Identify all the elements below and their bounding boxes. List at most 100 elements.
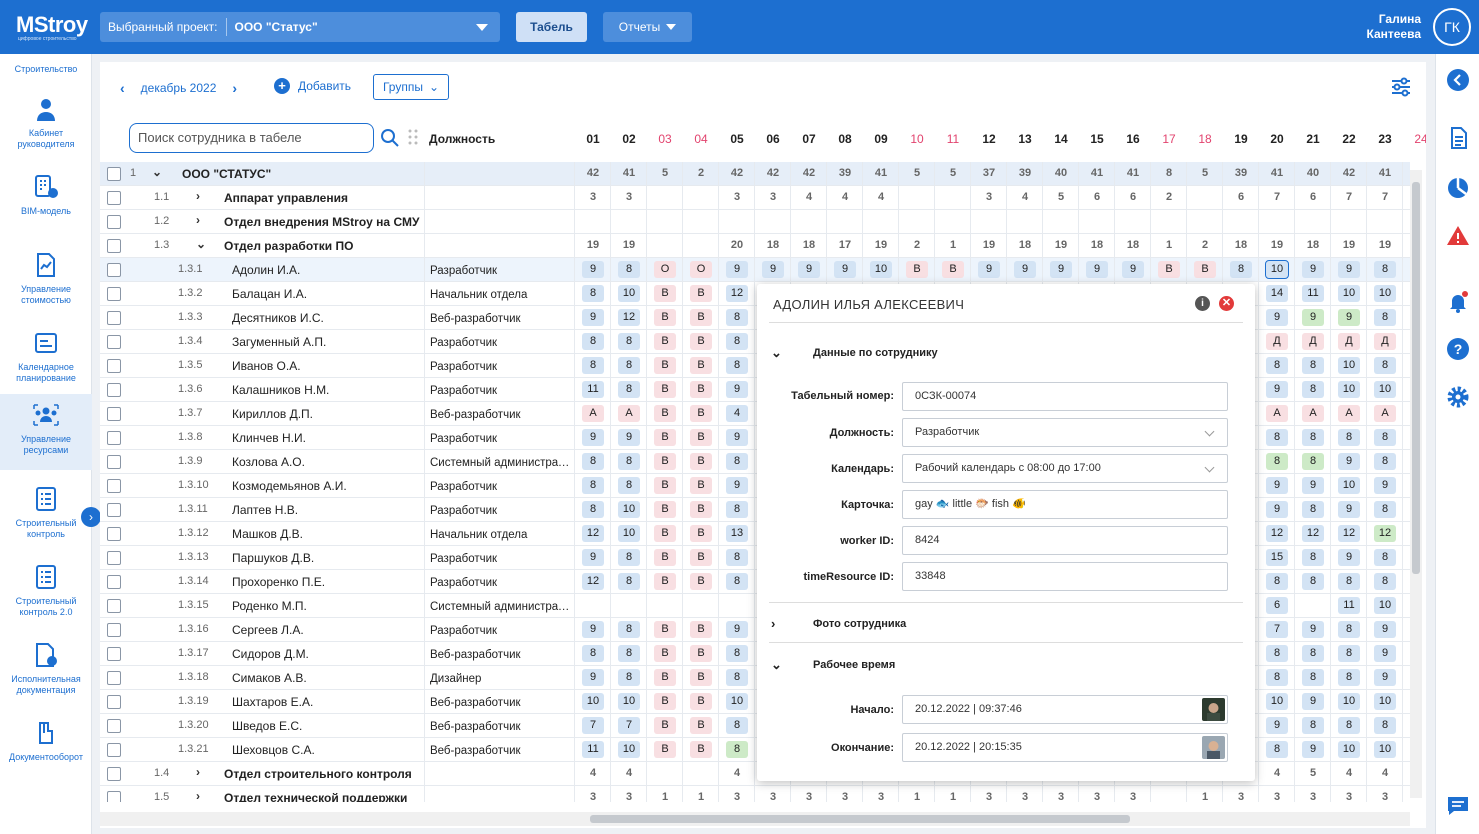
sidebar-item-9[interactable]: Документооборот	[0, 712, 92, 788]
day-cell[interactable]: 19	[1270, 239, 1284, 251]
day-cell[interactable]: 9	[582, 261, 604, 278]
day-cell[interactable]: 9	[582, 669, 604, 686]
day-cell[interactable]: 12	[582, 573, 604, 590]
sidebar-item-2[interactable]: BIM-модель	[0, 166, 92, 242]
day-cell[interactable]: Д	[1374, 333, 1396, 350]
day-cell[interactable]: 4	[1381, 767, 1389, 779]
row-name[interactable]: Балацан И.А.	[232, 287, 308, 301]
day-column-header[interactable]: 05	[730, 132, 744, 146]
day-cell[interactable]: 8	[582, 645, 604, 662]
bell-icon[interactable]	[1446, 290, 1470, 314]
day-cell[interactable]: 4	[1345, 767, 1353, 779]
row-checkbox[interactable]	[107, 167, 121, 181]
day-cell[interactable]: 11	[582, 741, 604, 758]
day-cell[interactable]: В	[942, 261, 964, 278]
sidebar-item-7[interactable]: Строительный контроль 2.0	[0, 556, 92, 632]
tabel-button[interactable]: Табель	[516, 12, 587, 42]
day-cell[interactable]: 8	[618, 477, 640, 494]
day-cell[interactable]: 2	[1165, 191, 1173, 203]
chevron-left-icon[interactable]: ‹	[120, 80, 125, 96]
sidebar-item-8[interactable]: Исполнительная документация	[0, 634, 92, 710]
day-cell[interactable]: В	[690, 381, 712, 398]
day-cell[interactable]: 10	[1338, 381, 1360, 398]
day-cell[interactable]: 39	[838, 167, 852, 179]
day-cell[interactable]: 41	[1270, 167, 1284, 179]
day-cell[interactable]: 9	[1266, 309, 1288, 326]
day-cell[interactable]: 8	[618, 261, 640, 278]
day-cell[interactable]: 10	[618, 525, 640, 542]
row-name[interactable]: Паршуков Д.В.	[232, 551, 315, 565]
day-column-header[interactable]: 23	[1378, 132, 1392, 146]
day-cell[interactable]: 13	[726, 525, 748, 542]
day-cell[interactable]: 10	[1266, 693, 1288, 710]
time-resource-id-field[interactable]: 33848	[902, 562, 1228, 591]
day-cell[interactable]: 3	[589, 791, 597, 802]
day-cell[interactable]: 8	[1338, 717, 1360, 734]
day-cell[interactable]: 7	[582, 717, 604, 734]
group-row[interactable]: 1.1 › Аппарат управления 3 3 3 3 4 4 4 3 4 5 6 6 2 6 7 6 7 7	[100, 186, 1410, 210]
sidebar-item-5[interactable]: Управление ресурсами	[0, 394, 92, 470]
day-cell[interactable]: 8	[582, 357, 604, 374]
day-cell[interactable]: 8	[726, 453, 748, 470]
row-checkbox[interactable]	[107, 287, 121, 301]
project-select[interactable]: Выбранный проект: ООО "Статус"	[100, 12, 500, 42]
day-cell[interactable]: 10	[1374, 741, 1396, 758]
employee-row[interactable]: 1.3.10 Козмодемьянов А.И. Разработчик 8 8 В В 9…	[100, 474, 1410, 498]
day-cell[interactable]: В	[690, 501, 712, 518]
row-checkbox[interactable]	[107, 455, 121, 469]
day-cell[interactable]: 10	[582, 693, 604, 710]
day-cell[interactable]: 12	[618, 309, 640, 326]
day-cell[interactable]: В	[654, 381, 676, 398]
row-name[interactable]: Шведов Е.С.	[232, 719, 303, 733]
section-employee-data[interactable]: ⌄ Данные по сотруднику	[771, 345, 938, 360]
row-name[interactable]: Симаков А.В.	[232, 671, 307, 685]
day-cell[interactable]: 18	[802, 239, 816, 251]
employee-row[interactable]: 1.3.21 Шеховцов С.А. Веб-разработчик 11 10 В В…	[100, 738, 1410, 762]
day-column-header[interactable]: 21	[1306, 132, 1320, 146]
row-checkbox[interactable]	[107, 263, 121, 277]
day-cell[interactable]: 9	[1014, 261, 1036, 278]
day-cell[interactable]: 39	[1234, 167, 1248, 179]
day-cell[interactable]: 8	[726, 357, 748, 374]
day-column-header[interactable]: 12	[982, 132, 996, 146]
day-cell[interactable]: 4	[726, 405, 748, 422]
day-column-header[interactable]: 24	[1414, 132, 1426, 146]
day-column-header[interactable]: 16	[1126, 132, 1140, 146]
day-cell[interactable]: 8	[1302, 717, 1324, 734]
day-cell[interactable]: 8	[1266, 357, 1288, 374]
day-cell[interactable]: 4	[1021, 191, 1029, 203]
employee-row[interactable]: 1.3.15 Роденко М.П. Системный администрато…	[100, 594, 1410, 618]
day-column-header[interactable]: 04	[694, 132, 708, 146]
day-cell[interactable]: 12	[1374, 525, 1396, 542]
day-cell[interactable]: 8	[1266, 645, 1288, 662]
day-cell[interactable]: 10	[618, 693, 640, 710]
day-cell[interactable]: 42	[586, 167, 600, 179]
day-cell[interactable]: 1	[697, 791, 705, 802]
sidebar-item-6[interactable]: Строительный контроль	[0, 478, 92, 554]
day-cell[interactable]: 8	[618, 645, 640, 662]
day-cell[interactable]: 8	[1266, 453, 1288, 470]
day-column-header[interactable]: 19	[1234, 132, 1248, 146]
collapse-left-icon[interactable]	[1446, 68, 1470, 92]
day-cell[interactable]: 8	[582, 453, 604, 470]
row-checkbox[interactable]	[107, 767, 121, 781]
day-cell[interactable]: 9	[798, 261, 820, 278]
chevron-right-icon[interactable]: ›	[232, 80, 238, 96]
day-cell[interactable]: А	[1302, 405, 1324, 422]
day-cell[interactable]: 9	[582, 549, 604, 566]
day-cell[interactable]: 5	[1201, 167, 1209, 179]
day-cell[interactable]: 8	[726, 309, 748, 326]
day-cell[interactable]: 8	[1266, 741, 1288, 758]
day-cell[interactable]: В	[690, 621, 712, 638]
day-cell[interactable]: 9	[726, 429, 748, 446]
row-checkbox[interactable]	[107, 335, 121, 349]
day-cell[interactable]: 8	[1338, 573, 1360, 590]
row-name[interactable]: Козлова А.О.	[232, 455, 305, 469]
day-cell[interactable]: 8	[1302, 669, 1324, 686]
pie-chart-icon[interactable]	[1446, 176, 1470, 200]
day-cell[interactable]: 9	[1374, 669, 1396, 686]
day-column-header[interactable]: 06	[766, 132, 780, 146]
day-cell[interactable]: 8	[618, 357, 640, 374]
day-column-header[interactable]: 17	[1162, 132, 1176, 146]
day-cell[interactable]: 9	[1266, 477, 1288, 494]
